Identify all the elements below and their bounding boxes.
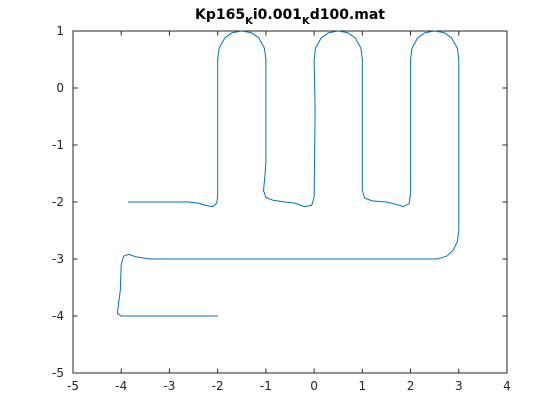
y-tick-label: -2 <box>52 195 64 209</box>
y-tick-label: -1 <box>52 138 64 152</box>
series-line <box>116 30 460 317</box>
y-tick-label: -3 <box>52 252 64 266</box>
y-tick-label: -5 <box>52 366 64 380</box>
x-tick-label: -3 <box>163 379 175 393</box>
plot-lines <box>116 30 460 317</box>
x-tick-label: 2 <box>407 379 415 393</box>
x-tick-label: 4 <box>503 379 511 393</box>
axis-ticks <box>72 30 508 374</box>
title-subscript: K <box>302 16 311 27</box>
y-tick-label: -4 <box>52 309 64 323</box>
y-tick-label: 1 <box>56 24 64 38</box>
x-tick-label: 3 <box>455 379 463 393</box>
chart-title: Kp165Ki0.001Kd100.mat <box>195 7 385 27</box>
x-tick-label: -4 <box>115 379 127 393</box>
x-tick-label: 1 <box>359 379 367 393</box>
x-tick-label: -2 <box>212 379 224 393</box>
title-subscript: K <box>245 16 254 27</box>
x-tick-label: -1 <box>260 379 272 393</box>
x-tick-label: -5 <box>67 379 79 393</box>
title-segment: d100.mat <box>310 7 386 23</box>
title-segment: i0.001 <box>253 7 302 23</box>
title-segment: Kp165 <box>195 7 245 23</box>
y-tick-label: 0 <box>56 81 64 95</box>
axis-tick-labels: -5 -4 -3 -2 -1 0 1 2 3 4 -5 -4 -3 -2 -1 0 1 <box>52 24 511 393</box>
x-tick-label: 0 <box>310 379 318 393</box>
